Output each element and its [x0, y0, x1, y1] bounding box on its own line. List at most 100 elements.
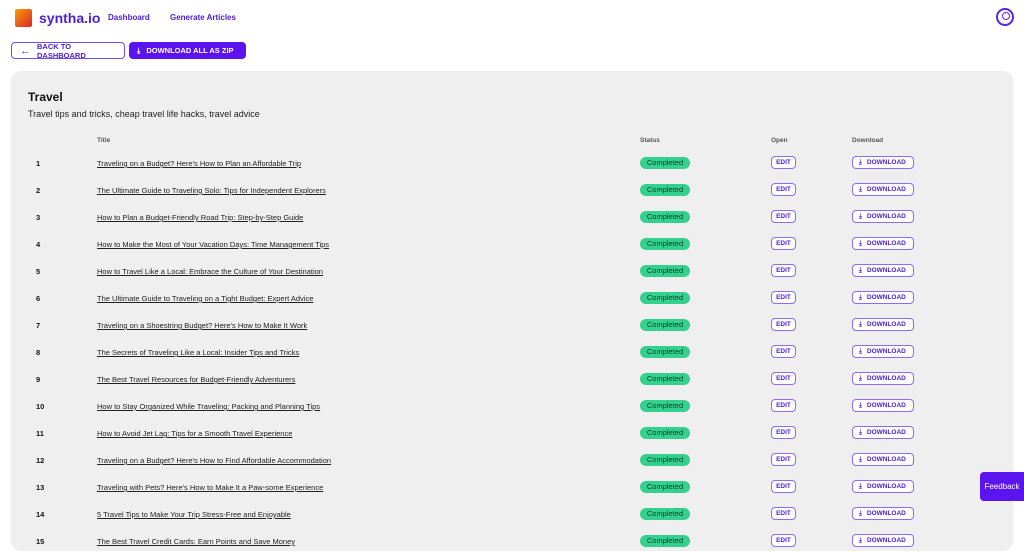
- article-title-link[interactable]: The Best Travel Credit Cards: Earn Point…: [97, 537, 296, 546]
- table-row: 2 The Ultimate Guide to Traveling Solo: …: [11, 181, 1013, 201]
- download-label: DOWNLOAD: [866, 537, 906, 544]
- download-icon: ⤓: [859, 240, 862, 247]
- download-icon: ⤓: [859, 537, 862, 544]
- download-button[interactable]: ⤓ DOWNLOAD: [852, 237, 914, 250]
- header-title: Title: [97, 137, 111, 144]
- article-title-link[interactable]: Traveling with Pets? Here's How to Make …: [97, 483, 324, 492]
- status-badge: Completed: [640, 211, 690, 223]
- download-button[interactable]: ⤓ DOWNLOAD: [852, 507, 914, 520]
- table-row: 12 Traveling on a Budget? Here's How to …: [11, 451, 1013, 471]
- article-title-link[interactable]: How to Travel Like a Local: Embrace the …: [97, 267, 323, 276]
- edit-button[interactable]: EDIT: [771, 480, 796, 493]
- edit-button[interactable]: EDIT: [771, 372, 796, 385]
- download-button[interactable]: ⤓ DOWNLOAD: [852, 318, 914, 331]
- feedback-button[interactable]: Feedback: [980, 472, 1024, 501]
- download-label: DOWNLOAD: [866, 348, 906, 355]
- download-label: DOWNLOAD: [866, 375, 906, 382]
- edit-button[interactable]: EDIT: [771, 453, 796, 466]
- download-label: DOWNLOAD: [866, 186, 906, 193]
- row-number: 14: [36, 510, 45, 519]
- row-number: 8: [36, 348, 41, 357]
- download-button[interactable]: ⤓ DOWNLOAD: [852, 183, 914, 196]
- edit-button[interactable]: EDIT: [771, 291, 796, 304]
- article-title-link[interactable]: The Best Travel Resources for Budget-Fri…: [97, 375, 296, 384]
- edit-button[interactable]: EDIT: [771, 264, 796, 277]
- download-button[interactable]: ⤓ DOWNLOAD: [852, 534, 914, 547]
- download-label: DOWNLOAD: [866, 510, 906, 517]
- logo-icon[interactable]: [15, 9, 32, 27]
- row-number: 3: [36, 213, 41, 222]
- row-number: 9: [36, 375, 41, 384]
- row-number: 5: [36, 267, 41, 276]
- download-icon: ⤓: [859, 483, 862, 490]
- arrow-left-icon: ←: [20, 44, 31, 57]
- nav-generate-articles[interactable]: Generate Articles: [170, 13, 236, 22]
- download-button[interactable]: ⤓ DOWNLOAD: [852, 264, 914, 277]
- download-label: DOWNLOAD: [866, 159, 906, 166]
- download-button[interactable]: ⤓ DOWNLOAD: [852, 426, 914, 439]
- header-open: Open: [771, 137, 788, 144]
- table-row: 13 Traveling with Pets? Here's How to Ma…: [11, 478, 1013, 498]
- top-nav: syntha.io Dashboard Generate Articles: [0, 0, 1024, 36]
- status-badge: Completed: [640, 184, 690, 196]
- article-title-link[interactable]: The Ultimate Guide to Traveling Solo: Ti…: [97, 186, 326, 195]
- article-title-link[interactable]: How to Stay Organized While Traveling: P…: [97, 402, 321, 411]
- back-to-dashboard-button[interactable]: ← BACK TO DASHBOARD: [11, 41, 125, 60]
- download-icon: ⤓: [859, 375, 862, 382]
- download-icon: ⤓: [859, 429, 862, 436]
- download-button[interactable]: ⤓ DOWNLOAD: [852, 480, 914, 493]
- article-title-link[interactable]: Traveling on a Budget? Here's How to Pla…: [97, 159, 302, 168]
- download-button[interactable]: ⤓ DOWNLOAD: [852, 156, 914, 169]
- article-title-link[interactable]: The Ultimate Guide to Traveling on a Tig…: [97, 294, 314, 303]
- row-number: 12: [36, 456, 45, 465]
- nav-dashboard[interactable]: Dashboard: [108, 13, 150, 22]
- brand-name[interactable]: syntha.io: [39, 10, 101, 26]
- download-label: DOWNLOAD: [866, 294, 906, 301]
- row-number: 11: [36, 429, 44, 438]
- download-icon: ⤓: [859, 213, 862, 220]
- edit-button[interactable]: EDIT: [771, 210, 796, 223]
- download-zip-button[interactable]: ⤓ DOWNLOAD ALL AS ZIP: [129, 42, 246, 59]
- status-badge: Completed: [640, 454, 690, 466]
- row-number: 7: [36, 321, 41, 330]
- table-row: 14 5 Travel Tips to Make Your Trip Stres…: [11, 505, 1013, 525]
- status-badge: Completed: [640, 373, 690, 385]
- back-label: BACK TO DASHBOARD: [37, 41, 86, 60]
- table-row: 7 Traveling on a Shoestring Budget? Here…: [11, 316, 1013, 336]
- row-number: 10: [36, 402, 45, 411]
- edit-button[interactable]: EDIT: [771, 534, 796, 547]
- status-badge: Completed: [640, 481, 690, 493]
- edit-button[interactable]: EDIT: [771, 183, 796, 196]
- category-description: Travel tips and tricks, cheap travel lif…: [28, 109, 260, 119]
- article-title-link[interactable]: 5 Travel Tips to Make Your Trip Stress-F…: [97, 510, 291, 519]
- edit-button[interactable]: EDIT: [771, 156, 796, 169]
- article-title-link[interactable]: How to Make the Most of Your Vacation Da…: [97, 240, 330, 249]
- edit-button[interactable]: EDIT: [771, 507, 796, 520]
- download-button[interactable]: ⤓ DOWNLOAD: [852, 399, 914, 412]
- download-label: DOWNLOAD: [866, 429, 906, 436]
- download-button[interactable]: ⤓ DOWNLOAD: [852, 345, 914, 358]
- edit-button[interactable]: EDIT: [771, 399, 796, 412]
- edit-button[interactable]: EDIT: [771, 426, 796, 439]
- download-button[interactable]: ⤓ DOWNLOAD: [852, 453, 914, 466]
- download-button[interactable]: ⤓ DOWNLOAD: [852, 372, 914, 385]
- download-label: DOWNLOAD: [866, 483, 906, 490]
- article-title-link[interactable]: Traveling on a Budget? Here's How to Fin…: [97, 456, 332, 465]
- download-label: DOWNLOAD: [866, 402, 906, 409]
- status-badge: Completed: [640, 292, 690, 304]
- row-number: 1: [36, 159, 41, 168]
- edit-button[interactable]: EDIT: [771, 318, 796, 331]
- zip-label: DOWNLOAD ALL AS ZIP: [146, 46, 234, 55]
- article-title-link[interactable]: The Secrets of Traveling Like a Local: I…: [97, 348, 300, 357]
- header-download: Download: [852, 137, 884, 144]
- category-title: Travel: [28, 90, 63, 104]
- download-button[interactable]: ⤓ DOWNLOAD: [852, 291, 914, 304]
- status-badge: Completed: [640, 238, 690, 250]
- article-title-link[interactable]: How to Plan a Budget-Friendly Road Trip:…: [97, 213, 304, 222]
- user-avatar-icon[interactable]: [996, 8, 1014, 26]
- article-title-link[interactable]: How to Avoid Jet Lag: Tips for a Smooth …: [97, 429, 293, 438]
- edit-button[interactable]: EDIT: [771, 345, 796, 358]
- edit-button[interactable]: EDIT: [771, 237, 796, 250]
- article-title-link[interactable]: Traveling on a Shoestring Budget? Here's…: [97, 321, 308, 330]
- download-button[interactable]: ⤓ DOWNLOAD: [852, 210, 914, 223]
